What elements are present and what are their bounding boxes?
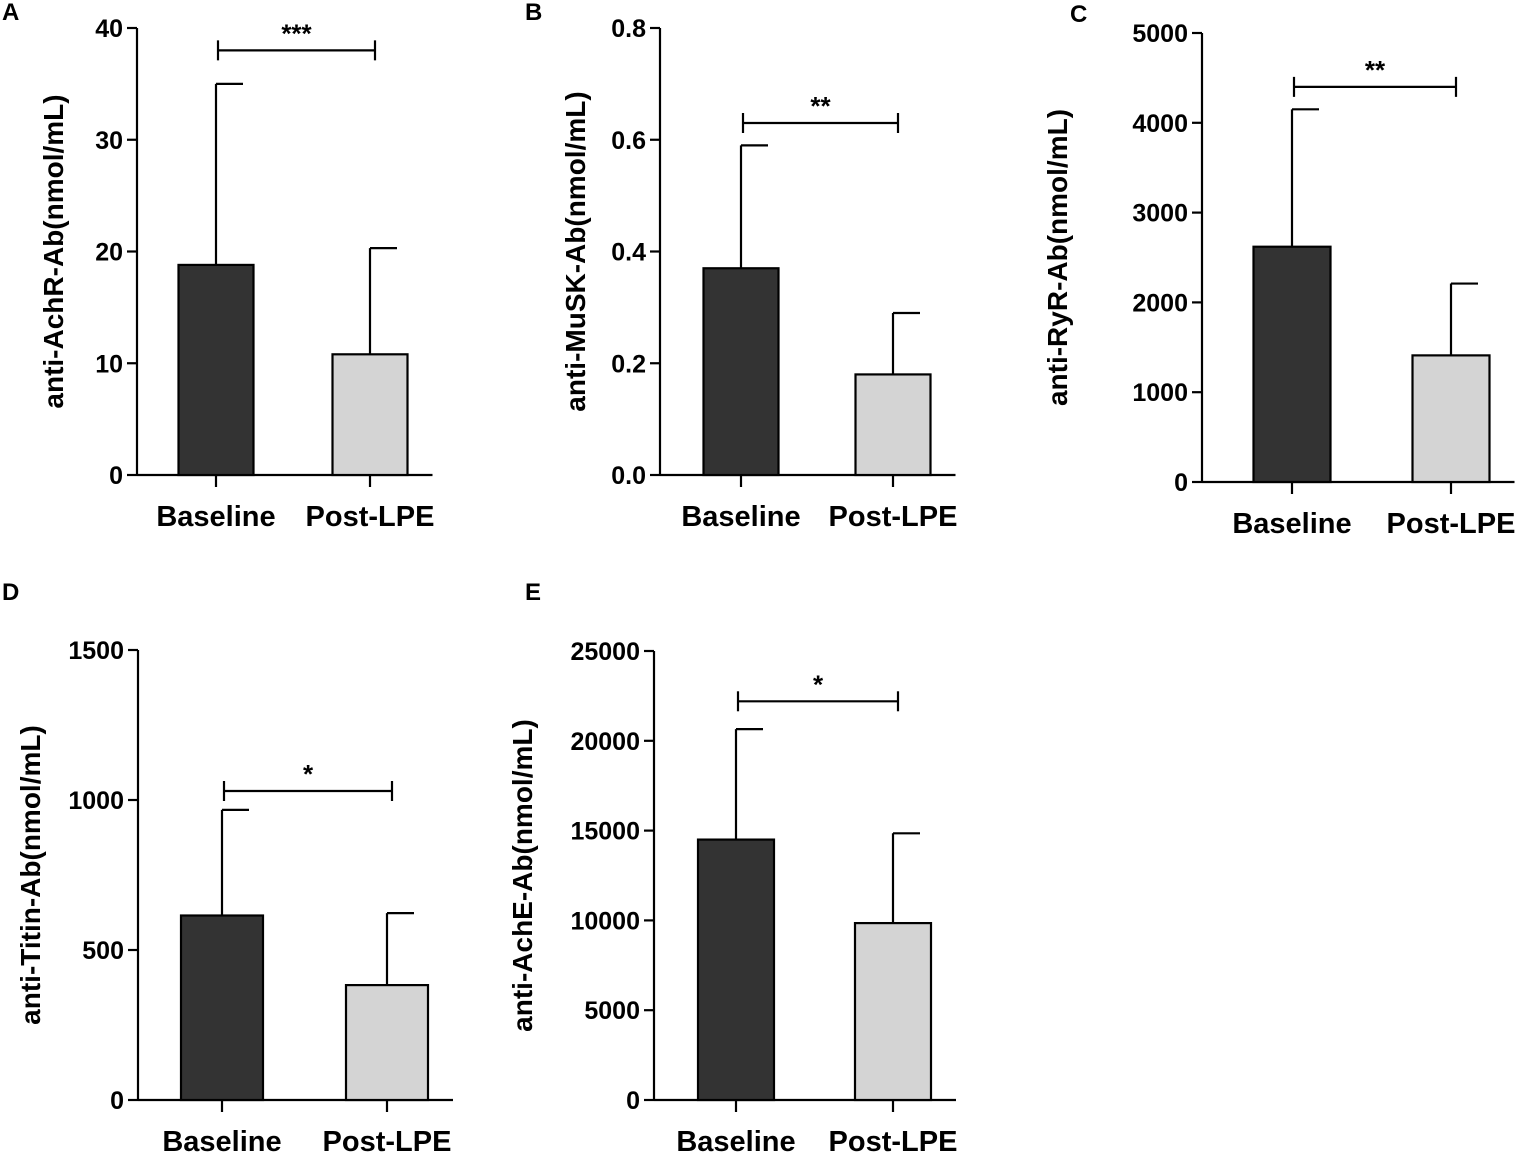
chart-panel-b: B 0.0 0.2 0.4 0.6 0.8 anti-MuSK-Ab(nmol/mL) Bas…: [525, 0, 957, 533]
bar-post-lpe: [1411, 354, 1491, 484]
panel-letter: D: [2, 579, 19, 606]
y-tick-label: 0.6: [611, 127, 646, 155]
x-tick-label: Post-LPE: [1387, 508, 1516, 540]
panel-letter: B: [525, 0, 542, 26]
bar-post-lpe: [344, 983, 430, 1102]
x-tick-label: Post-LPE: [829, 501, 958, 533]
y-tick-label: 5000: [584, 997, 640, 1025]
y-tick-label: 3000: [1132, 200, 1188, 228]
y-tick-label: 0: [109, 462, 123, 490]
y-axis-label: anti-AchE-Ab(nmol/mL): [507, 719, 538, 1032]
x-tick-label: Baseline: [1232, 508, 1351, 540]
y-tick-label: 1000: [68, 787, 124, 815]
significance-label: **: [810, 91, 831, 121]
bar-baseline: [702, 267, 780, 477]
y-axis-label: anti-MuSK-Ab(nmol/mL): [560, 91, 591, 411]
bar-post-lpe: [853, 921, 933, 1102]
chart-panel-e: E 0 5000 10000 15000 20000 25000 anti-AchE-Ab(n…: [507, 579, 957, 1154]
y-tick-label: 4000: [1132, 110, 1188, 138]
y-tick-label: 40: [95, 15, 123, 43]
y-tick-label: 0: [1174, 469, 1188, 497]
x-tick-label: Baseline: [162, 1126, 281, 1154]
significance-label: *: [813, 669, 824, 699]
significance-label: **: [1365, 55, 1386, 85]
y-tick-label: 10000: [570, 907, 640, 935]
y-tick-label: 0.0: [611, 462, 646, 490]
y-tick-label: 2000: [1132, 289, 1188, 317]
y-tick-label: 0: [626, 1087, 640, 1115]
x-tick-label: Baseline: [681, 501, 800, 533]
panel-letter: A: [2, 0, 19, 26]
panel-letter: C: [1070, 1, 1087, 28]
y-tick-label: 0: [110, 1087, 124, 1115]
y-tick-label: 10: [95, 350, 123, 378]
y-axis-label: anti-Titin-Ab(nmol/mL): [15, 725, 46, 1025]
y-tick-label: 0.2: [611, 350, 646, 378]
bar-post-lpe: [331, 353, 409, 477]
bar-post-lpe: [854, 373, 932, 477]
y-tick-label: 30: [95, 127, 123, 155]
y-tick-label: 0.8: [611, 15, 646, 43]
y-tick-label: 0.4: [611, 239, 646, 267]
y-tick-label: 500: [82, 937, 124, 965]
y-tick-label: 20: [95, 239, 123, 267]
y-axis-label: anti-AchR-Ab(nmol/mL): [38, 94, 69, 408]
bar-baseline: [177, 263, 255, 477]
y-axis-label: anti-RyR-Ab(nmol/mL): [1042, 109, 1073, 406]
panel-letter: E: [525, 579, 541, 606]
chart-panel-a: A 0 10 20 30 40 anti-AchR-Ab(nmol/mL) Baseline P…: [2, 0, 434, 533]
bar-baseline: [696, 838, 776, 1102]
y-tick-label: 5000: [1132, 20, 1188, 48]
y-tick-label: 20000: [570, 728, 640, 756]
y-tick-label: 1500: [68, 637, 124, 665]
bar-baseline: [1252, 245, 1332, 484]
x-tick-label: Post-LPE: [306, 501, 435, 533]
x-tick-label: Post-LPE: [323, 1126, 452, 1154]
significance-label: ***: [281, 18, 312, 48]
y-tick-label: 1000: [1132, 379, 1188, 407]
y-tick-label: 15000: [570, 818, 640, 846]
x-tick-label: Baseline: [676, 1126, 795, 1154]
bar-baseline: [179, 914, 265, 1102]
x-tick-label: Post-LPE: [829, 1126, 958, 1154]
x-tick-label: Baseline: [156, 501, 275, 533]
y-tick-label: 25000: [570, 638, 640, 666]
chart-panel-d: D 0 500 1000 1500 anti-Titin-Ab(nmol/mL) Basel…: [2, 579, 453, 1154]
significance-label: *: [303, 759, 314, 789]
chart-panel-c: C 0 1000 2000 3000 4000 5000 anti-RyR-Ab(nmol/m…: [1042, 1, 1515, 540]
